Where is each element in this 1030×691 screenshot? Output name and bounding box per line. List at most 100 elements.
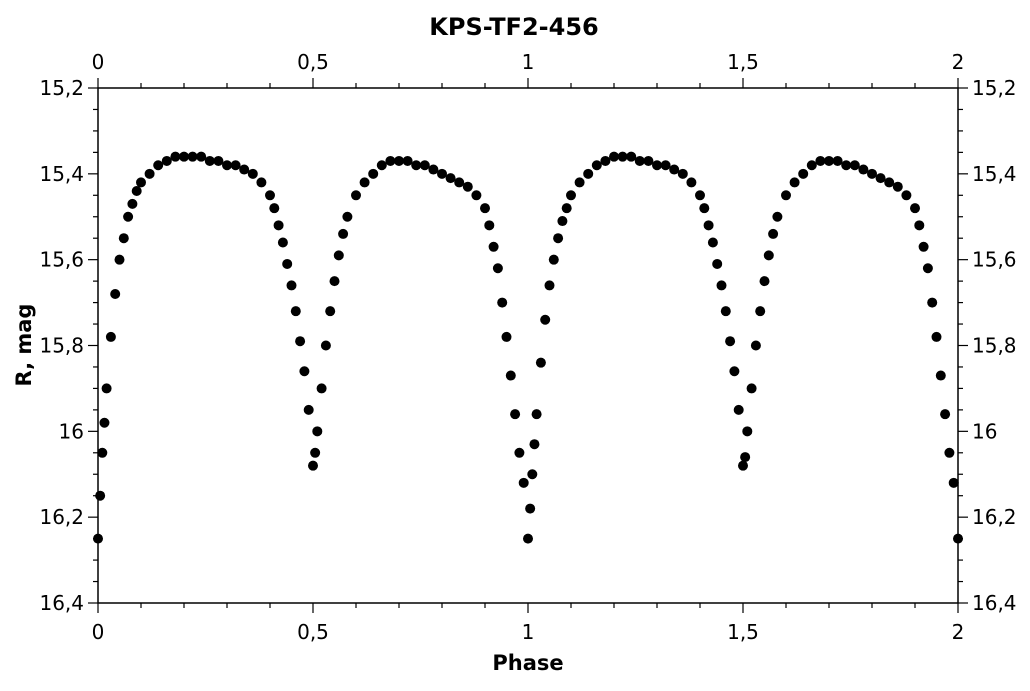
data-point bbox=[686, 177, 697, 188]
data-point bbox=[514, 447, 525, 458]
data-point bbox=[376, 160, 387, 171]
data-point bbox=[316, 383, 327, 394]
data-point bbox=[110, 289, 121, 299]
data-point bbox=[716, 280, 727, 291]
data-point bbox=[669, 164, 680, 175]
data-point bbox=[312, 426, 323, 437]
data-point bbox=[750, 340, 761, 351]
y-tick-label-right: 16,4 bbox=[972, 591, 1017, 615]
data-point bbox=[892, 181, 903, 192]
data-point bbox=[101, 383, 112, 394]
data-point bbox=[222, 160, 232, 171]
data-point bbox=[948, 477, 959, 488]
data-point bbox=[213, 155, 224, 166]
y-tick-label-left: 15,8 bbox=[39, 334, 84, 358]
x-axis-title: Phase bbox=[492, 651, 563, 675]
data-point bbox=[256, 177, 267, 188]
data-point bbox=[338, 228, 349, 239]
data-point bbox=[265, 190, 275, 201]
data-points bbox=[93, 151, 963, 544]
data-point bbox=[867, 168, 877, 179]
data-point bbox=[677, 168, 688, 179]
data-point bbox=[277, 237, 288, 248]
data-point bbox=[187, 151, 198, 162]
y-axis-title: R, mag bbox=[12, 304, 36, 387]
data-point bbox=[781, 190, 791, 201]
data-point bbox=[566, 190, 576, 201]
data-point bbox=[454, 177, 465, 188]
data-point bbox=[707, 237, 718, 248]
data-point bbox=[273, 220, 284, 231]
data-point bbox=[501, 331, 512, 342]
data-point bbox=[914, 220, 925, 231]
data-point bbox=[505, 370, 516, 381]
data-point bbox=[153, 160, 164, 171]
data-point bbox=[944, 447, 955, 458]
y-tick-label-left: 15,6 bbox=[39, 248, 84, 272]
data-point bbox=[97, 447, 108, 458]
data-point bbox=[548, 254, 559, 265]
data-point bbox=[935, 370, 946, 381]
data-point bbox=[320, 340, 331, 351]
data-point bbox=[815, 155, 826, 166]
data-point bbox=[527, 469, 538, 480]
data-point bbox=[746, 383, 757, 394]
data-point bbox=[927, 297, 938, 308]
data-point bbox=[394, 155, 404, 166]
data-point bbox=[695, 190, 705, 201]
data-point bbox=[282, 258, 293, 269]
data-point bbox=[858, 164, 869, 175]
data-point bbox=[105, 331, 116, 342]
tick-labels: 0 0 0,5 0,5 1 1 1,5 1,5 2 2 15,2 15,2 15,4 15,4 15,6 15… bbox=[39, 50, 1016, 644]
data-point bbox=[518, 477, 529, 488]
y-tick-label-right: 16,2 bbox=[972, 505, 1017, 529]
data-point bbox=[561, 203, 572, 214]
data-point bbox=[179, 151, 189, 162]
data-point bbox=[471, 190, 482, 201]
data-point bbox=[759, 276, 770, 287]
y-tick-label-right: 15,8 bbox=[972, 334, 1017, 358]
data-point bbox=[462, 181, 473, 192]
data-point bbox=[763, 250, 774, 261]
data-point bbox=[239, 164, 250, 175]
data-point bbox=[437, 168, 447, 179]
data-point bbox=[720, 306, 731, 317]
y-tick-label-left: 15,2 bbox=[39, 76, 84, 100]
data-point bbox=[540, 314, 551, 325]
data-point bbox=[525, 503, 536, 514]
data-point bbox=[544, 280, 555, 291]
data-point bbox=[310, 447, 321, 458]
data-point bbox=[609, 151, 619, 162]
data-point bbox=[729, 366, 740, 377]
data-point bbox=[329, 276, 340, 287]
data-point bbox=[535, 357, 546, 368]
x-tick-label-top: 0,5 bbox=[297, 50, 329, 74]
y-tick-label-right: 15,6 bbox=[972, 248, 1017, 272]
y-tick-label-left: 16,4 bbox=[39, 591, 84, 615]
data-point bbox=[492, 263, 503, 274]
data-point bbox=[703, 220, 714, 231]
data-point bbox=[634, 155, 645, 166]
data-point bbox=[308, 460, 318, 471]
data-point bbox=[652, 160, 662, 171]
data-point bbox=[114, 254, 125, 265]
x-tick-label-bottom: 2 bbox=[952, 620, 965, 644]
data-point bbox=[170, 151, 181, 162]
data-point bbox=[931, 331, 942, 342]
data-point bbox=[497, 297, 508, 308]
data-point bbox=[99, 417, 110, 428]
data-point bbox=[385, 155, 396, 166]
data-point bbox=[922, 263, 933, 274]
data-point bbox=[342, 211, 353, 222]
x-tick-label-top: 1 bbox=[522, 50, 535, 74]
data-point bbox=[884, 177, 895, 188]
data-point bbox=[161, 155, 172, 166]
x-tick-label-bottom: 1 bbox=[522, 620, 535, 644]
data-point bbox=[136, 177, 146, 188]
data-point bbox=[144, 168, 155, 179]
data-point bbox=[269, 203, 280, 214]
data-point bbox=[725, 336, 736, 347]
data-point bbox=[359, 177, 370, 188]
y-tick-label-right: 16 bbox=[972, 419, 997, 443]
y-tick-label-right: 15,2 bbox=[972, 76, 1017, 100]
